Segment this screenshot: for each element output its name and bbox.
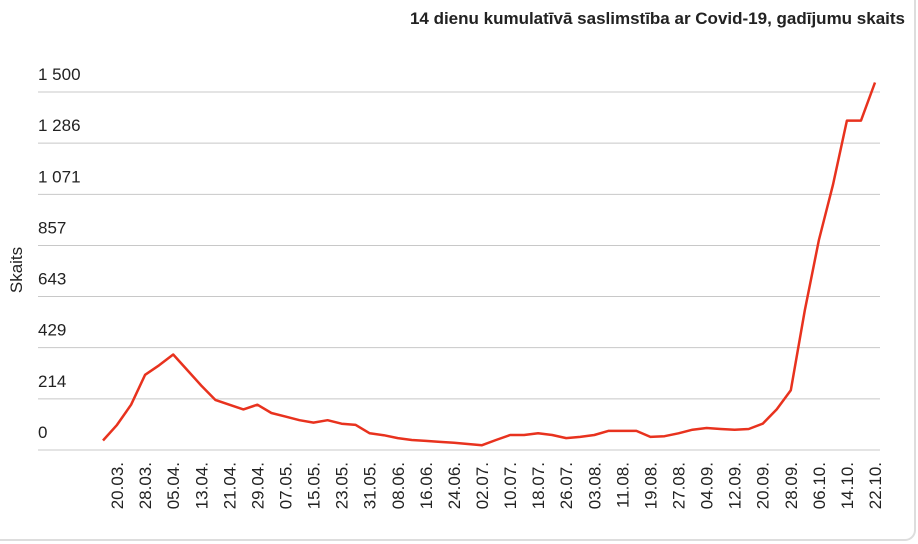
x-tick-label: 03.08. xyxy=(585,462,604,509)
y-tick-label: 0 xyxy=(38,423,47,442)
x-tick-label: 20.09. xyxy=(754,462,773,509)
x-tick-label: 19.08. xyxy=(641,462,660,509)
x-tick-label: 18.07. xyxy=(529,462,548,509)
y-tick-label: 857 xyxy=(38,218,66,237)
chart-title: 14 dienu kumulatīvā saslimstība ar Covid… xyxy=(410,9,905,28)
x-tick-label: 02.07. xyxy=(473,462,492,509)
x-tick-label: 05.04. xyxy=(164,462,183,509)
x-tick-label: 28.03. xyxy=(136,462,155,509)
y-tick-label: 643 xyxy=(38,270,66,289)
x-tick-label: 06.10. xyxy=(810,462,829,509)
x-tick-label: 14.10. xyxy=(838,462,857,509)
y-tick-label: 1 071 xyxy=(38,167,81,186)
x-tick-label: 31.05. xyxy=(361,462,380,509)
x-tick-label: 24.06. xyxy=(445,462,464,509)
x-tick-label: 26.07. xyxy=(557,462,576,509)
y-tick-label: 429 xyxy=(38,321,66,340)
y-tick-label: 214 xyxy=(38,372,66,391)
x-tick-label: 29.04. xyxy=(248,462,267,509)
x-tick-label: 28.09. xyxy=(782,462,801,509)
x-tick-label: 10.07. xyxy=(501,462,520,509)
x-tick-label: 11.08. xyxy=(613,462,632,508)
x-tick-label: 20.03. xyxy=(108,462,127,509)
x-tick-label: 08.06. xyxy=(389,462,408,509)
y-tick-label: 1 286 xyxy=(38,116,81,135)
x-tick-label: 12.09. xyxy=(726,462,745,509)
x-tick-label: 27.08. xyxy=(669,462,688,509)
x-tick-label: 13.04. xyxy=(192,462,211,509)
x-tick-label: 23.05. xyxy=(333,462,352,509)
x-tick-label: 22.10. xyxy=(866,462,885,509)
x-tick-label: 04.09. xyxy=(698,462,717,509)
x-tick-label: 21.04. xyxy=(220,462,239,509)
x-tick-label: 07.05. xyxy=(276,462,295,509)
line xyxy=(102,82,877,447)
y-axis-label: Skaits xyxy=(7,247,26,293)
x-tick-label: 16.06. xyxy=(417,462,436,509)
y-tick-label: 1 500 xyxy=(38,65,81,84)
x-tick-label: 15.05. xyxy=(305,462,324,509)
